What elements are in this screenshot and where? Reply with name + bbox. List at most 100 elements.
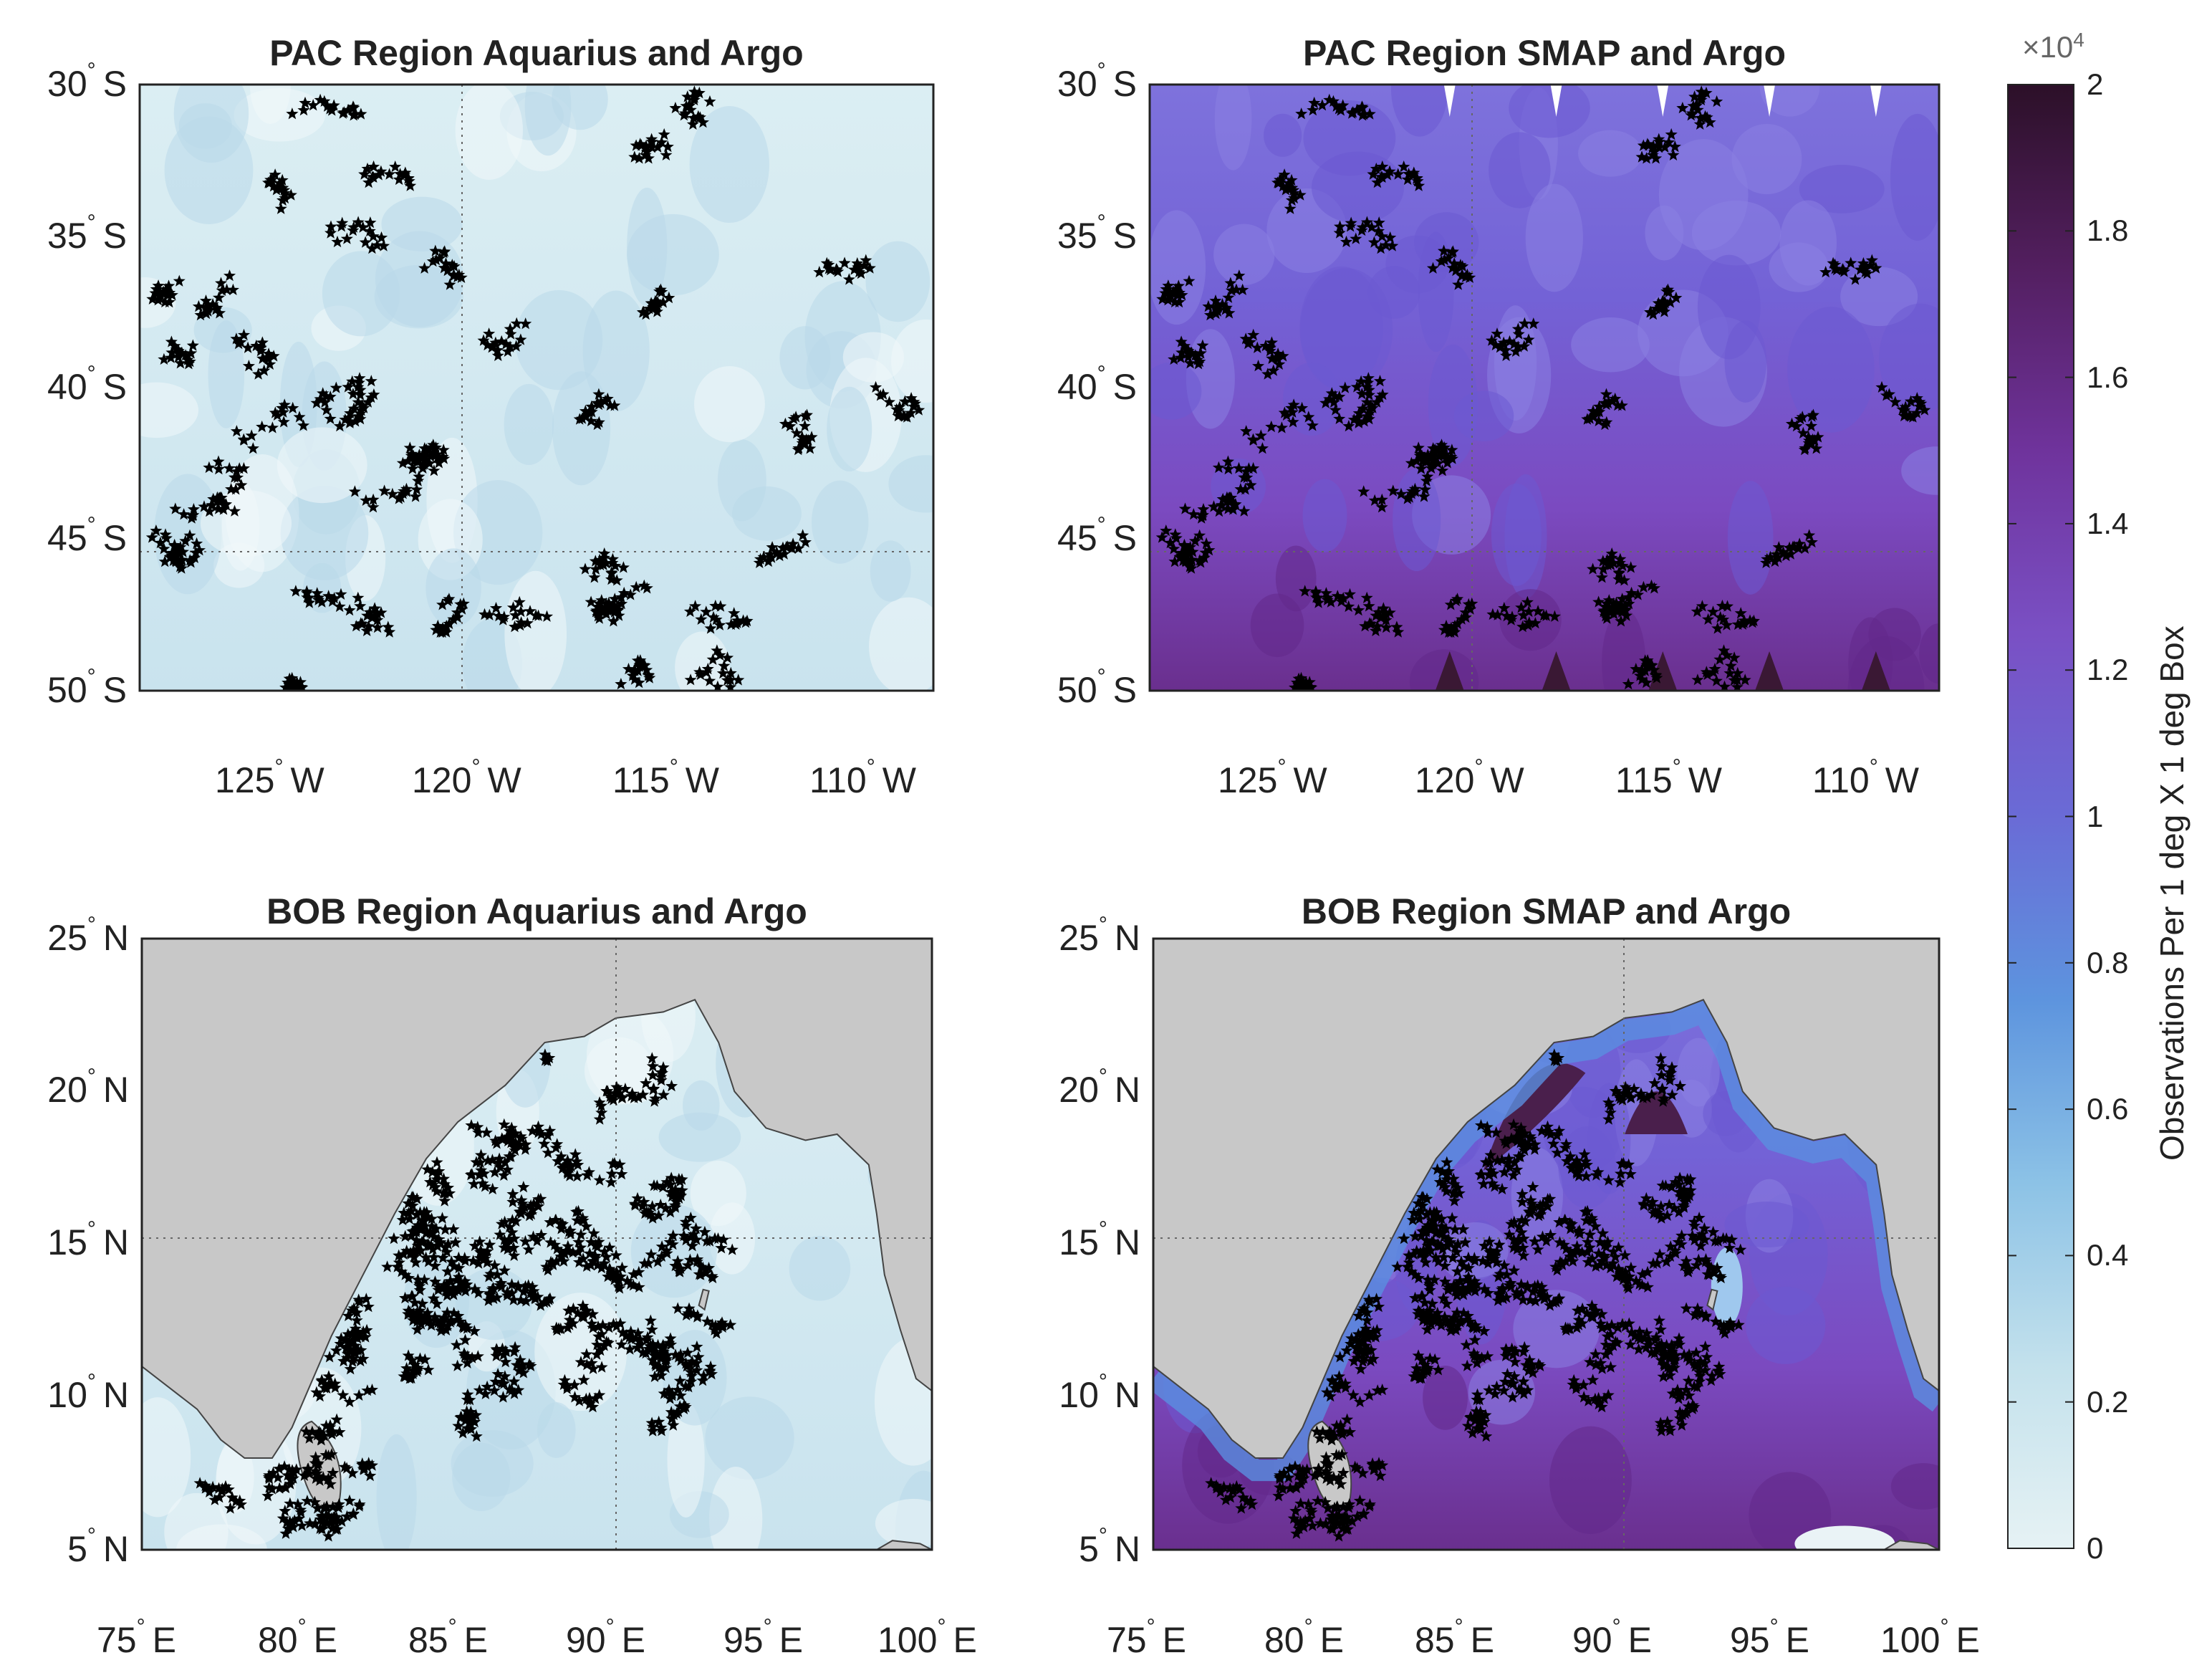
panel-frame <box>138 83 935 692</box>
argo-float-marker <box>422 1255 435 1267</box>
argo-float-marker <box>1461 1284 1474 1296</box>
argo-float-marker <box>1550 1055 1563 1067</box>
argo-float-marker <box>1367 168 1380 180</box>
argo-float-marker <box>411 1273 424 1285</box>
argo-float-marker <box>1295 107 1308 120</box>
argo-float-marker <box>642 1206 655 1218</box>
argo-float-marker <box>1309 585 1322 597</box>
degree-symbol: ° <box>669 755 678 779</box>
argo-float-marker <box>402 1272 415 1284</box>
argo-float-marker <box>610 1249 622 1261</box>
hemisphere: S <box>1112 367 1137 407</box>
argo-float-marker <box>357 221 370 233</box>
argo-float-marker <box>491 1137 504 1149</box>
argo-float-marker <box>1488 1252 1501 1265</box>
argo-float-marker <box>657 1088 670 1101</box>
argo-float-marker <box>489 602 503 614</box>
hemisphere: S <box>1112 670 1137 710</box>
argo-float-marker <box>1650 1331 1663 1343</box>
argo-float-marker <box>657 1181 670 1193</box>
argo-float-marker <box>441 1265 454 1277</box>
argo-float-marker <box>501 1242 514 1255</box>
argo-float-marker <box>1361 1331 1374 1344</box>
argo-float-marker <box>1609 392 1622 405</box>
high-count-spike <box>1861 651 1890 691</box>
argo-float-marker <box>1653 1208 1665 1220</box>
argo-float-marker <box>1529 1295 1542 1307</box>
argo-float-marker <box>1658 1092 1670 1104</box>
argo-float-marker <box>858 259 871 272</box>
argo-float-marker <box>607 615 620 627</box>
argo-float-marker <box>1587 1374 1600 1386</box>
argo-float-marker <box>1259 340 1272 352</box>
argo-float-marker <box>1466 1427 1479 1439</box>
argo-float-marker <box>399 1268 412 1280</box>
argo-float-marker <box>612 609 625 621</box>
argo-float-marker <box>420 1227 433 1239</box>
argo-float-marker <box>764 548 776 560</box>
argo-float-marker <box>1695 93 1708 106</box>
argo-float-marker <box>1732 1318 1745 1331</box>
argo-float-marker <box>199 294 212 307</box>
argo-float-marker <box>158 542 170 555</box>
argo-float-marker <box>506 1214 519 1226</box>
argo-float-marker <box>1612 1321 1625 1333</box>
argo-float-marker <box>1599 600 1612 613</box>
argo-float-marker <box>1685 109 1698 121</box>
argo-float-marker <box>590 562 602 575</box>
argo-float-marker <box>1209 302 1222 315</box>
tick-value: 20 <box>1059 1070 1099 1110</box>
argo-float-marker <box>561 1379 574 1392</box>
argo-float-marker <box>1360 410 1373 422</box>
argo-float-marker <box>1625 1326 1638 1338</box>
argo-float-marker <box>724 666 737 679</box>
argo-float-marker <box>1693 1369 1706 1381</box>
argo-float-marker <box>1371 1384 1384 1396</box>
argo-float-marker <box>1528 1143 1541 1155</box>
argo-float-marker <box>655 1250 668 1262</box>
density-blob <box>582 290 650 412</box>
argo-float-marker <box>1656 1179 1669 1192</box>
tick-value: 40 <box>1057 367 1097 407</box>
argo-float-marker <box>1676 102 1689 114</box>
argo-float-marker <box>531 1235 544 1247</box>
argo-float-marker <box>198 500 211 512</box>
argo-float-marker <box>436 450 449 463</box>
argo-float-marker <box>440 620 453 632</box>
argo-float-marker <box>393 1249 405 1261</box>
argo-float-marker <box>561 1165 574 1177</box>
argo-float-marker <box>437 444 450 456</box>
argo-float-marker <box>252 368 265 380</box>
argo-float-marker <box>436 625 449 638</box>
argo-float-marker <box>481 1154 494 1166</box>
argo-float-marker <box>467 1255 480 1267</box>
argo-float-marker <box>1241 1495 1254 1507</box>
argo-float-marker <box>603 1241 616 1253</box>
argo-float-marker <box>691 1255 703 1267</box>
argo-float-marker <box>1625 1261 1638 1273</box>
argo-float-marker <box>1302 411 1315 423</box>
argo-float-marker <box>1209 294 1222 307</box>
argo-float-marker <box>1665 1088 1678 1101</box>
argo-float-marker <box>562 1304 575 1316</box>
argo-float-marker <box>328 592 341 604</box>
argo-float-marker <box>664 1332 677 1344</box>
argo-float-marker <box>1688 1234 1701 1246</box>
argo-float-marker <box>1207 500 1221 512</box>
argo-float-marker <box>1282 177 1295 189</box>
argo-float-marker <box>375 231 388 244</box>
argo-float-marker <box>605 1167 618 1179</box>
density-blob <box>705 1396 794 1480</box>
argo-float-markers <box>1155 85 1931 691</box>
argo-float-marker <box>1357 1355 1370 1367</box>
argo-float-marker <box>1493 1238 1506 1250</box>
argo-float-marker <box>1506 1133 1519 1145</box>
argo-float-marker <box>1682 1265 1695 1277</box>
argo-float-marker <box>1582 1235 1595 1248</box>
argo-float-marker <box>189 546 202 558</box>
degree-symbol: ° <box>1304 1615 1313 1639</box>
argo-float-marker <box>1412 441 1425 454</box>
argo-float-marker <box>648 1179 660 1192</box>
argo-float-marker <box>1428 1353 1441 1365</box>
argo-float-marker <box>1590 1169 1602 1181</box>
